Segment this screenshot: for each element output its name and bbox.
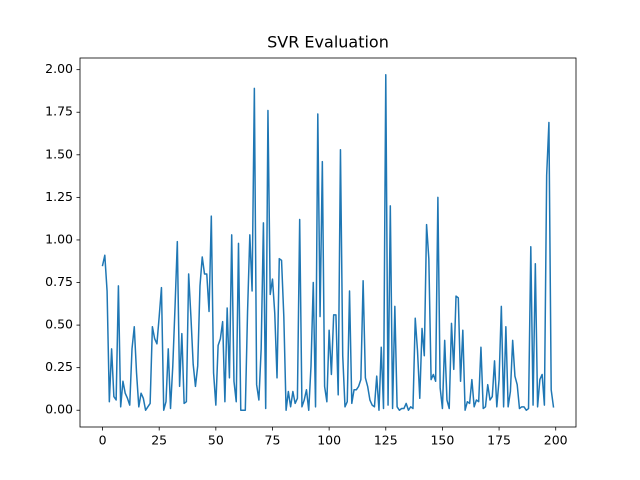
- y-tick-label: 0.25: [45, 359, 73, 374]
- x-tick-label: 175: [487, 433, 511, 448]
- x-tick-label: 50: [208, 433, 224, 448]
- chart-title: SVR Evaluation: [267, 33, 389, 52]
- y-tick-label: 0.75: [45, 274, 73, 289]
- x-tick-label: 125: [374, 433, 398, 448]
- y-tick-label: 1.75: [45, 104, 73, 119]
- line-series: [101, 74, 555, 411]
- y-tick-label: 0.00: [45, 402, 73, 417]
- x-tick-label: 150: [430, 433, 454, 448]
- y-tick-label: 1.00: [45, 231, 73, 246]
- x-tick-label: 100: [317, 433, 341, 448]
- y-tick-label: 2.00: [45, 61, 73, 76]
- plot-frame: [79, 57, 577, 428]
- x-tick-label: 25: [151, 433, 167, 448]
- x-tick-label: 0: [99, 433, 107, 448]
- y-tick-label: 1.50: [45, 146, 73, 161]
- y-tick-label: 0.50: [45, 317, 73, 332]
- y-tick-label: 1.25: [45, 189, 73, 204]
- x-tick-label: 200: [544, 433, 568, 448]
- x-tick-label: 75: [265, 433, 281, 448]
